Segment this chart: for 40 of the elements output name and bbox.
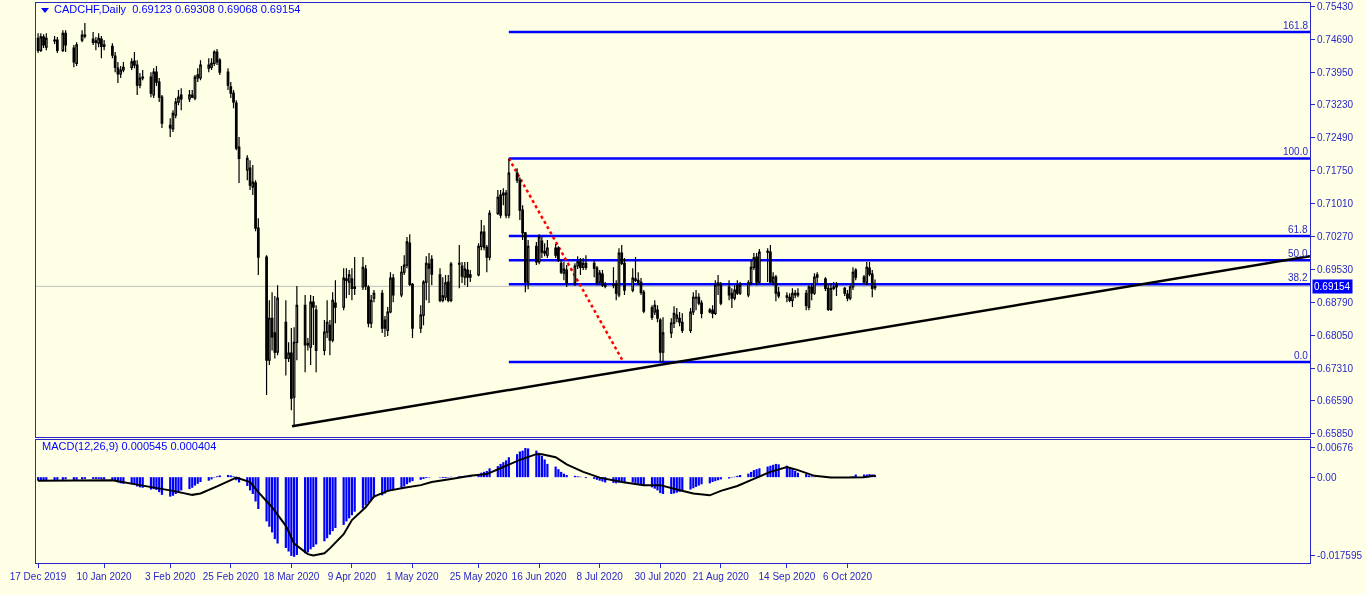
y-tick-label: 0.70270 [1317, 231, 1354, 243]
x-tick-label: 30 Jul 2020 [634, 571, 687, 582]
ref-line-label: 0.69154 [1314, 281, 1351, 292]
x-tick-label: 6 Oct 2020 [823, 571, 873, 582]
annotation: 38.2 [1288, 272, 1308, 283]
annotation: 100.0 [1283, 146, 1309, 157]
y-tick-label: 0.75430 [1317, 0, 1354, 12]
x-tick-label: 9 Apr 2020 [327, 571, 377, 582]
annotation: 50.0 [1288, 248, 1308, 259]
annotation: 161.8 [1283, 20, 1309, 31]
y-tick-label: 0.68790 [1317, 297, 1354, 309]
x-tick-label: 3 Feb 2020 [144, 571, 196, 582]
y-tick-label: 0.67310 [1317, 363, 1354, 375]
y-tick-label: 0.71750 [1317, 164, 1354, 176]
x-tick-label: 10 Jan 2020 [76, 571, 133, 582]
y-tick-label: 0.72490 [1317, 131, 1354, 143]
y-tick-label: 0.00 [1317, 471, 1337, 483]
annotation: 0.0 [1294, 350, 1309, 361]
y-tick-label: 0.73950 [1317, 66, 1354, 78]
y-tick-label: 0.74690 [1317, 33, 1354, 45]
x-tick-label: 18 Mar 2020 [263, 571, 320, 582]
x-tick-label: 16 Jun 2020 [511, 571, 568, 582]
x-tick-label: 1 May 2020 [386, 571, 440, 582]
x-tick-label: 25 Feb 2020 [202, 571, 260, 582]
x-tick-label: 14 Sep 2020 [758, 571, 816, 582]
y-tick-label: 0.71010 [1317, 197, 1354, 209]
x-tick-label: 17 Dec 2019 [9, 571, 67, 582]
y-tick-label: 0.73230 [1317, 98, 1354, 110]
chart-title: CADCHF,Daily 0.69123 0.69308 0.69068 0.69154 [54, 2, 301, 15]
y-tick-label: 0.65850 [1317, 428, 1354, 440]
y-tick-label: 0.00676 [1317, 441, 1354, 453]
chart-title: MACD(12,26,9) 0.000545 0.000404 [42, 439, 217, 452]
x-tick-label: 25 May 2020 [449, 571, 508, 582]
y-tick-label: 0.69530 [1317, 264, 1354, 276]
x-tick-label: 21 Aug 2020 [692, 571, 750, 582]
y-tick-label: -0.017595 [1317, 549, 1363, 561]
y-tick-label: 0.68050 [1317, 330, 1354, 342]
annotation: 61.8 [1288, 224, 1308, 235]
y-tick-label: 0.66590 [1317, 395, 1354, 407]
x-tick-label: 8 Jul 2020 [576, 571, 624, 582]
